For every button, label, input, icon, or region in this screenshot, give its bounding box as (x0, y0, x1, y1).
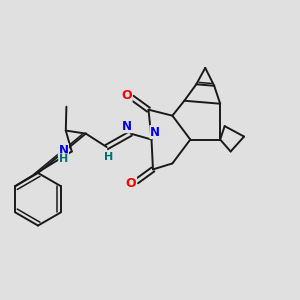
Text: O: O (122, 89, 132, 102)
Text: N: N (58, 144, 68, 157)
Text: N: N (150, 126, 160, 139)
Text: H: H (59, 154, 68, 164)
Text: H: H (103, 152, 113, 162)
Text: O: O (126, 177, 136, 190)
Text: N: N (122, 120, 132, 133)
